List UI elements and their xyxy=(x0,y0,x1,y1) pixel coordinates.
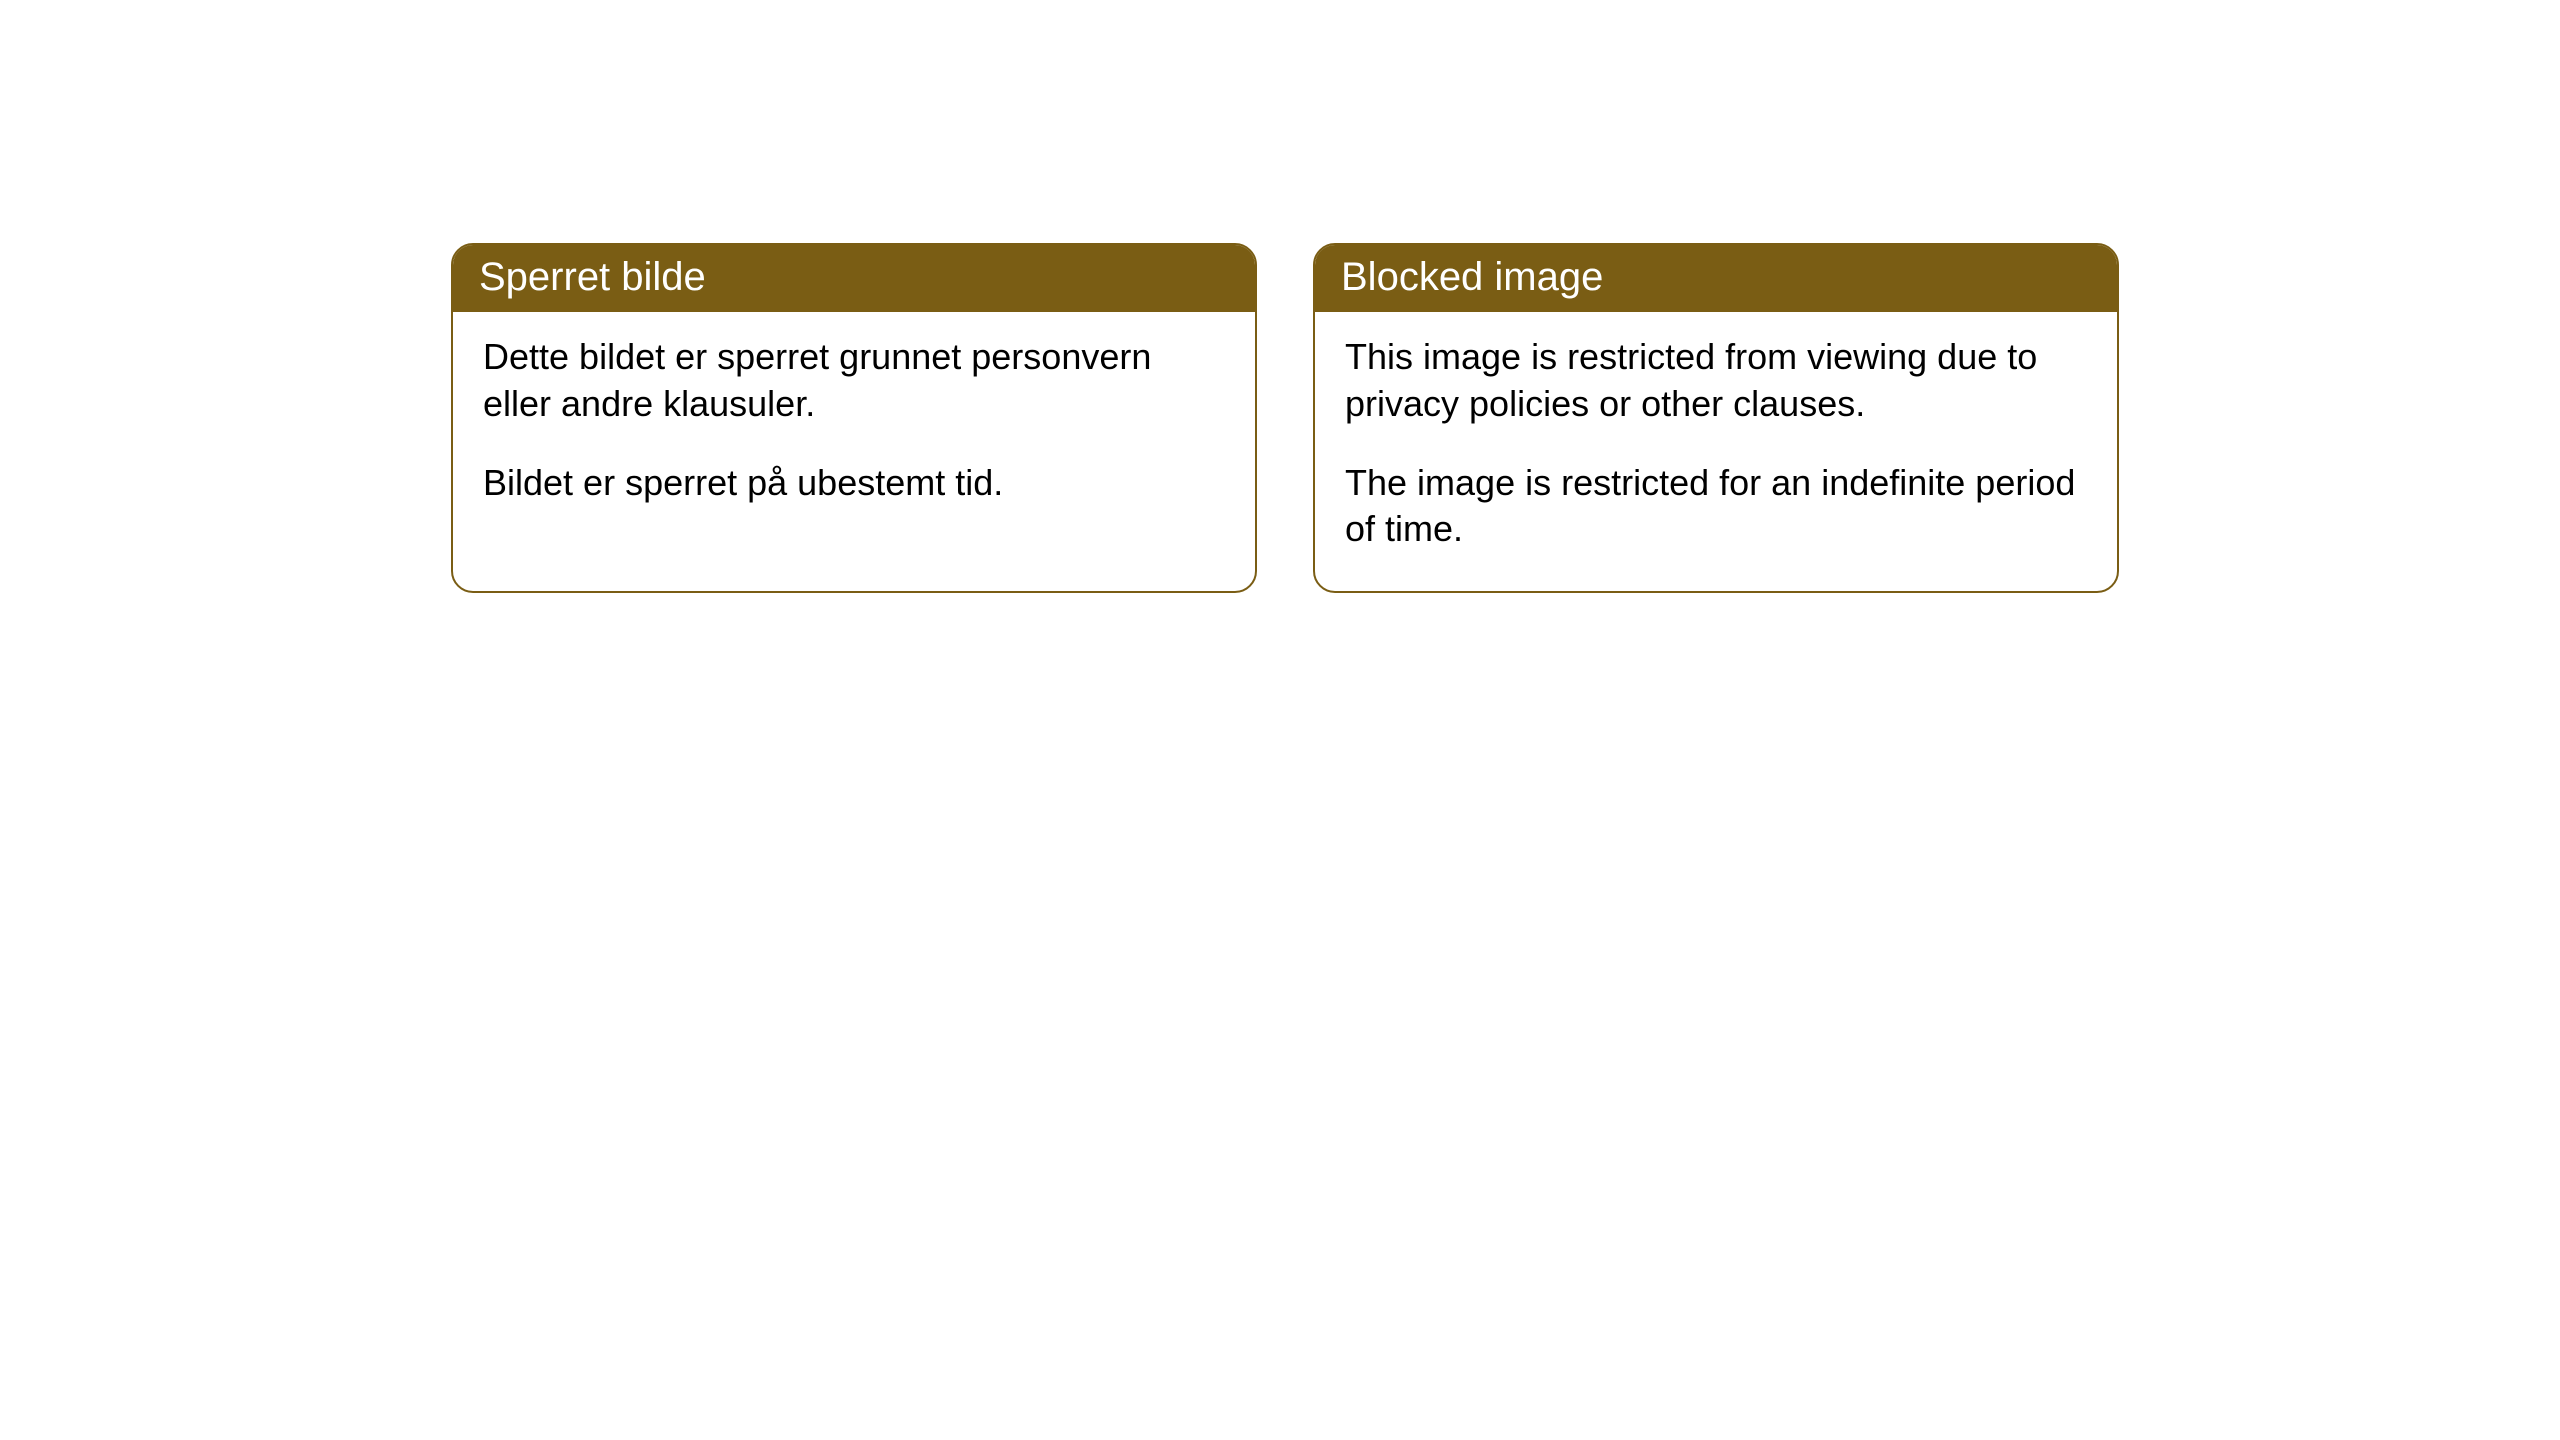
notice-text-2: The image is restricted for an indefinit… xyxy=(1345,460,2087,554)
notice-card-norwegian: Sperret bilde Dette bildet er sperret gr… xyxy=(451,243,1257,593)
card-header: Blocked image xyxy=(1315,245,2117,312)
notice-text-2: Bildet er sperret på ubestemt tid. xyxy=(483,460,1225,507)
notice-container: Sperret bilde Dette bildet er sperret gr… xyxy=(0,0,2560,593)
notice-text-1: This image is restricted from viewing du… xyxy=(1345,334,2087,428)
card-body: Dette bildet er sperret grunnet personve… xyxy=(453,312,1255,544)
notice-card-english: Blocked image This image is restricted f… xyxy=(1313,243,2119,593)
notice-text-1: Dette bildet er sperret grunnet personve… xyxy=(483,334,1225,428)
card-body: This image is restricted from viewing du… xyxy=(1315,312,2117,591)
card-header: Sperret bilde xyxy=(453,245,1255,312)
